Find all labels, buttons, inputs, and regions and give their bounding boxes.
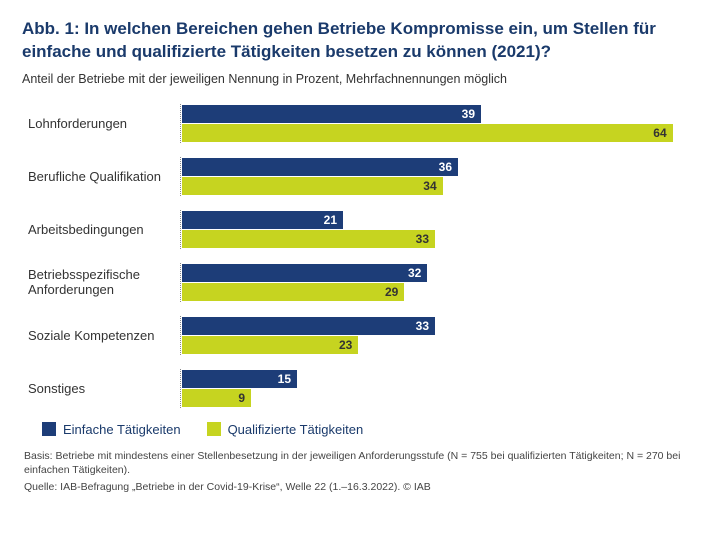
legend-swatch: [42, 422, 56, 436]
chart-subtitle: Anteil der Betriebe mit der jeweiligen N…: [22, 72, 688, 86]
legend-item: Einfache Tätigkeiten: [42, 422, 181, 437]
footnote: Basis: Betriebe mit mindestens einer Ste…: [24, 449, 688, 495]
legend: Einfache Tätigkeiten Qualifizierte Tätig…: [42, 422, 688, 437]
legend-label: Einfache Tätigkeiten: [63, 422, 181, 437]
legend-item: Qualifizierte Tätigkeiten: [207, 422, 364, 437]
chart-row: Berufliche Qualifikation3634: [28, 157, 688, 196]
footnote-source: Quelle: IAB-Befragung „Betriebe in der C…: [24, 480, 688, 494]
bar: 64: [182, 124, 673, 142]
chart-row: Arbeitsbedingungen 21 33: [28, 210, 688, 249]
chart-row: Soziale Kompetenzen 33 23: [28, 316, 688, 355]
bar-wrap: 23: [182, 336, 688, 354]
bar-wrap: 21: [182, 211, 688, 229]
bar: 23: [182, 336, 358, 354]
chart-row: Betriebsspezifische Anforderungen 32 29: [28, 263, 688, 302]
bar-wrap: 33: [182, 230, 688, 248]
bar-group: 39 64: [180, 104, 688, 143]
category-label: Soziale Kompetenzen: [28, 328, 180, 344]
category-label: Sonstiges: [28, 381, 180, 397]
legend-swatch: [207, 422, 221, 436]
bar: 32: [182, 264, 427, 282]
footnote-basis: Basis: Betriebe mit mindestens einer Ste…: [24, 449, 688, 477]
chart-row: Sonstiges 15 9: [28, 369, 688, 408]
chart-row: Lohnforderungen 39 64: [28, 104, 688, 143]
bar: 33: [182, 230, 435, 248]
bar-wrap: 15: [182, 370, 688, 388]
category-label: Lohnforderungen: [28, 116, 180, 132]
bar-wrap: 39: [182, 105, 688, 123]
bar: 29: [182, 283, 404, 301]
bar-value: 23: [339, 338, 352, 352]
bar: 9: [182, 389, 251, 407]
bar-group: 3634: [180, 157, 688, 196]
bar-chart: Lohnforderungen 39 64 Berufliche Qualifikat…: [28, 104, 688, 408]
bar: 21: [182, 211, 343, 229]
bar: 15: [182, 370, 297, 388]
chart-title: Abb. 1: In welchen Bereichen gehen Betri…: [22, 18, 688, 64]
bar-value: 15: [278, 372, 291, 386]
bar-wrap: 64: [182, 124, 688, 142]
bar-value: 33: [416, 319, 429, 333]
bar-value: 29: [385, 285, 398, 299]
bar: 36: [182, 158, 458, 176]
bar-value: 64: [653, 126, 666, 140]
bar-value: 21: [324, 213, 337, 227]
bar-group: 32 29: [180, 263, 688, 302]
bar-value: 33: [416, 232, 429, 246]
bar-value: 32: [408, 266, 421, 280]
legend-label: Qualifizierte Tätigkeiten: [228, 422, 364, 437]
bar-group: 33 23: [180, 316, 688, 355]
bar-wrap: 32: [182, 264, 688, 282]
bar-wrap: 29: [182, 283, 688, 301]
bar-wrap: 34: [182, 177, 688, 195]
bar: 39: [182, 105, 481, 123]
bar-value: 36: [439, 160, 452, 174]
bar-value: 34: [423, 179, 436, 193]
category-label: Betriebsspezifische Anforderungen: [28, 267, 180, 298]
bar-value: 39: [462, 107, 475, 121]
bar-wrap: 9: [182, 389, 688, 407]
category-label: Berufliche Qualifikation: [28, 169, 180, 185]
bar-group: 21 33: [180, 210, 688, 249]
bar-wrap: 36: [182, 158, 688, 176]
bar-wrap: 33: [182, 317, 688, 335]
bar: 33: [182, 317, 435, 335]
bar: 34: [182, 177, 443, 195]
bar-group: 15 9: [180, 369, 688, 408]
bar-value: 9: [238, 391, 245, 405]
category-label: Arbeitsbedingungen: [28, 222, 180, 238]
